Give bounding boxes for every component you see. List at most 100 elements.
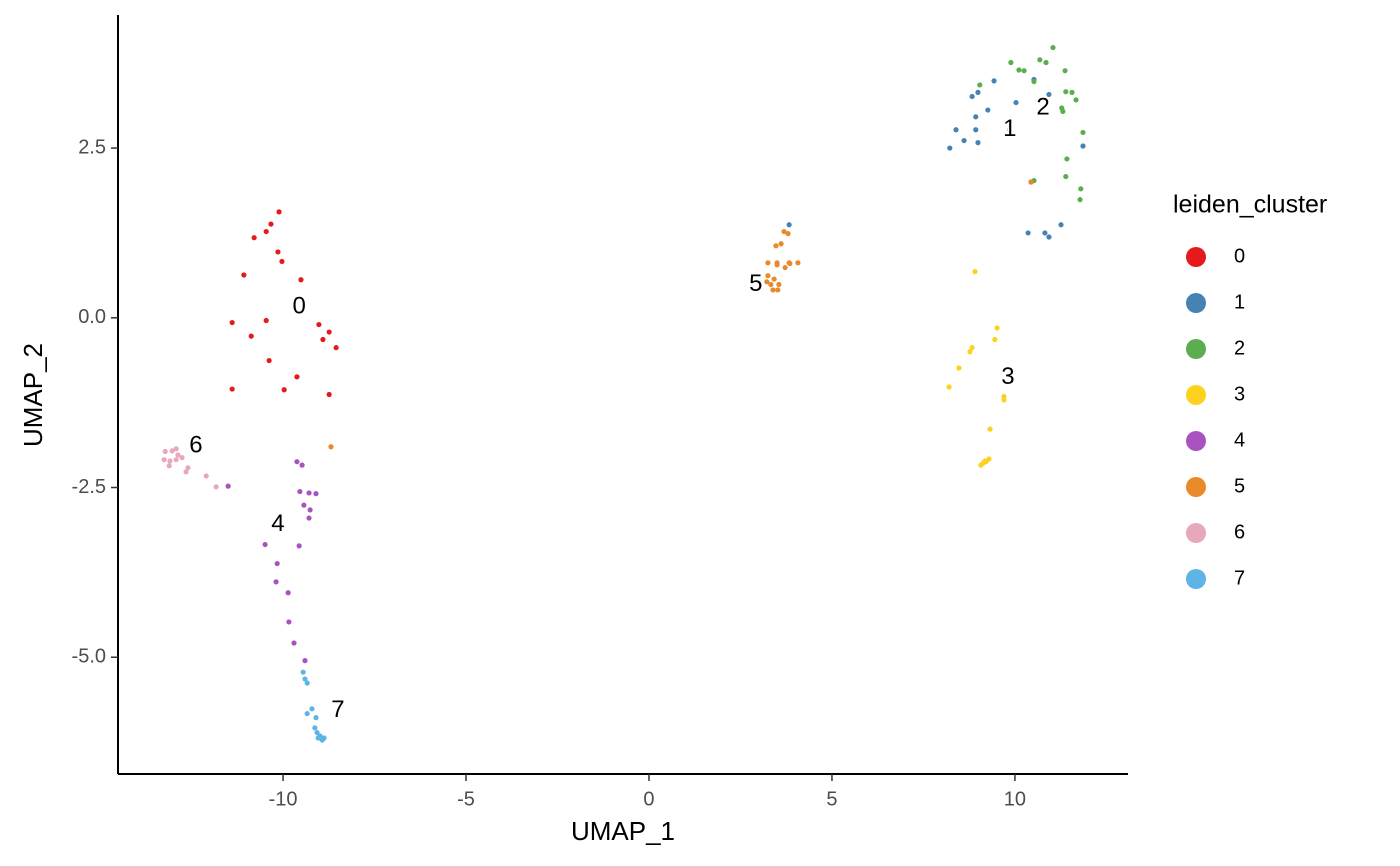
x-tick-label: 0	[643, 788, 654, 810]
point	[786, 222, 792, 228]
cluster-label: 6	[189, 431, 202, 458]
point	[306, 490, 312, 496]
point	[162, 448, 168, 455]
point	[1007, 127, 1013, 133]
point	[782, 264, 788, 271]
point	[169, 448, 175, 454]
point	[781, 228, 787, 235]
point	[248, 333, 254, 339]
legend-label: 3	[1234, 383, 1245, 405]
y-tick-label: 2.5	[78, 136, 106, 158]
point	[301, 502, 307, 508]
x-tick-label: -10	[269, 788, 298, 810]
point	[1021, 68, 1027, 74]
legend-label: 2	[1234, 337, 1245, 359]
legend-label: 5	[1234, 475, 1245, 497]
point	[299, 462, 305, 468]
point	[1008, 59, 1014, 66]
point	[973, 114, 979, 120]
point	[326, 391, 332, 398]
point	[1062, 68, 1068, 74]
point	[1063, 89, 1069, 95]
point	[291, 640, 297, 646]
y-axis-label: UMAP_2	[18, 343, 48, 447]
point	[333, 345, 339, 351]
point	[961, 137, 967, 144]
point	[768, 281, 774, 288]
cluster-label: 0	[292, 292, 305, 319]
point	[229, 386, 235, 392]
cluster-label: 4	[271, 510, 284, 537]
point	[765, 260, 771, 266]
legend-label: 0	[1234, 245, 1245, 267]
point	[183, 469, 189, 475]
point	[161, 457, 167, 463]
y-tick-label: -5.0	[72, 646, 106, 668]
point	[1063, 173, 1069, 180]
cluster-label: 5	[749, 270, 762, 297]
cluster-label: 7	[331, 696, 344, 723]
point	[298, 277, 304, 283]
point	[1060, 108, 1066, 115]
point	[994, 325, 1000, 331]
point	[302, 676, 308, 682]
point	[975, 140, 981, 146]
point	[273, 579, 279, 585]
point	[1064, 156, 1070, 162]
point	[185, 465, 191, 471]
legend-swatch	[1186, 477, 1206, 497]
point	[953, 127, 959, 133]
x-tick-label: -5	[457, 788, 475, 810]
point	[969, 345, 975, 351]
point	[307, 507, 313, 513]
point	[1046, 91, 1052, 98]
point	[313, 715, 319, 721]
legend-label: 7	[1234, 567, 1245, 589]
point	[947, 145, 953, 151]
point	[778, 241, 784, 247]
point	[991, 78, 997, 84]
y-tick-label: -2.5	[72, 476, 106, 498]
legend-label: 1	[1234, 291, 1245, 313]
point	[795, 260, 801, 266]
point	[296, 543, 302, 549]
legend-title: leiden_cluster	[1173, 191, 1327, 219]
point	[229, 319, 235, 326]
point	[775, 287, 781, 293]
point	[975, 89, 981, 95]
point	[312, 725, 318, 731]
point	[774, 262, 780, 268]
point	[977, 82, 983, 88]
point	[302, 658, 308, 664]
point	[1043, 59, 1049, 66]
point	[309, 706, 315, 712]
x-tick-label: 5	[826, 788, 837, 810]
point	[203, 473, 209, 479]
point	[321, 735, 327, 741]
point	[1025, 230, 1031, 236]
legend-swatch	[1186, 523, 1206, 543]
point	[166, 463, 172, 469]
point	[306, 515, 312, 521]
legend-label: 4	[1234, 429, 1245, 451]
point	[328, 444, 334, 450]
point	[1031, 78, 1037, 85]
point	[326, 329, 332, 335]
point	[978, 462, 984, 468]
point	[1050, 44, 1056, 51]
legend-swatch	[1186, 431, 1206, 451]
point	[179, 455, 185, 461]
point	[300, 669, 306, 675]
point	[776, 281, 782, 288]
point	[1077, 197, 1083, 203]
point	[320, 336, 326, 343]
point	[969, 93, 975, 100]
point	[773, 243, 779, 249]
point	[313, 491, 319, 497]
point	[315, 735, 321, 741]
point	[251, 235, 257, 241]
point	[167, 458, 173, 464]
point	[787, 260, 793, 267]
point	[770, 287, 776, 293]
